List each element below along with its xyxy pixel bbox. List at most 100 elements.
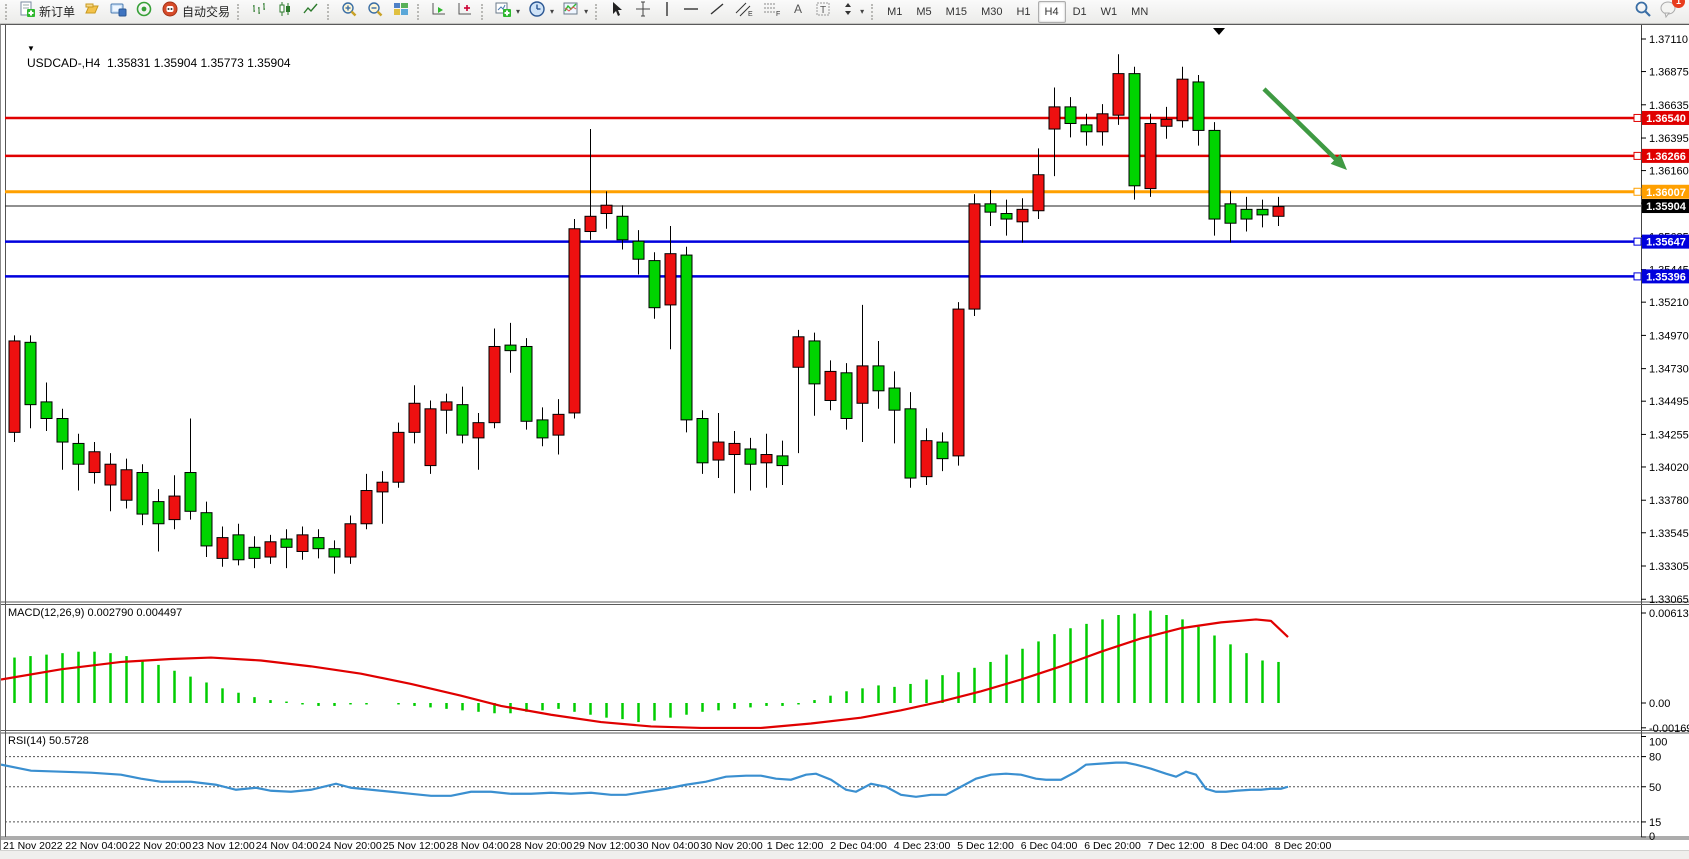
tile-windows-icon: [392, 0, 410, 23]
candlestick-chart-button[interactable]: [272, 0, 298, 24]
tile-windows-button[interactable]: [388, 0, 414, 24]
candles-group: [8, 54, 1285, 574]
trend-arrow-annotation[interactable]: [1262, 87, 1347, 170]
chart-shift-icon: [456, 0, 474, 23]
periods-button[interactable]: ▾: [524, 0, 558, 24]
svg-text:1.36875: 1.36875: [1649, 67, 1689, 79]
svg-text:1.33305: 1.33305: [1649, 561, 1689, 573]
svg-text:1.35904: 1.35904: [1646, 201, 1687, 213]
svg-text:E: E: [748, 11, 753, 18]
svg-text:1.36160: 1.36160: [1649, 166, 1689, 178]
timeframe-d1[interactable]: D1: [1072, 5, 1087, 18]
auto-scroll-button[interactable]: [426, 0, 452, 24]
svg-text:8 Dec 20:00: 8 Dec 20:00: [1275, 840, 1332, 851]
notifications-button[interactable]: 1: [1659, 0, 1685, 24]
toolbar-grip: [327, 3, 333, 20]
svg-text:F: F: [776, 11, 780, 18]
signals-button[interactable]: [131, 0, 157, 24]
svg-text:1.36540: 1.36540: [1646, 113, 1686, 125]
chevron-down-icon: ▾: [860, 7, 865, 16]
chevron-down-icon: ▾: [584, 7, 589, 16]
crosshair-icon: [634, 0, 652, 23]
svg-text:0.006139: 0.006139: [1649, 608, 1689, 620]
svg-text:1.34255: 1.34255: [1649, 429, 1689, 441]
market-watch-button[interactable]: [105, 0, 131, 24]
timeframe-mn[interactable]: MN: [1131, 5, 1149, 18]
svg-text:-0.001692: -0.001692: [1649, 723, 1689, 735]
zoom-out-button[interactable]: [362, 0, 388, 24]
svg-text:1.33780: 1.33780: [1649, 495, 1689, 507]
new-order-label: 新订单: [39, 5, 76, 19]
search-icon[interactable]: [1633, 0, 1653, 24]
text-label-button[interactable]: T: [810, 0, 836, 24]
price-axis: 1.37110 1.36875 1.36635 1.36395 1.36160 1.359…: [1633, 34, 1689, 843]
toolbar-grip: [417, 3, 423, 20]
vertical-line-button[interactable]: [656, 0, 678, 24]
toolbar-right-zone: 1: [1633, 0, 1687, 24]
line-chart-button[interactable]: [298, 0, 324, 24]
chart-canvas[interactable]: 1.37110 1.36875 1.36635 1.36395 1.36160 1.359…: [1, 25, 1689, 851]
profiles-button[interactable]: [79, 0, 105, 24]
text-button[interactable]: A: [786, 0, 810, 24]
svg-text:8 Dec 04:00: 8 Dec 04:00: [1211, 840, 1268, 851]
svg-text:24 Nov 04:00: 24 Nov 04:00: [256, 840, 319, 851]
trendline-button[interactable]: [704, 0, 730, 24]
chart-shift-marker[interactable]: [1213, 28, 1225, 35]
autotrading-button[interactable]: 自动交易: [157, 0, 234, 24]
timeframe-h4[interactable]: H4: [1037, 0, 1066, 23]
svg-text:0.00: 0.00: [1649, 698, 1670, 710]
crosshair-button[interactable]: [630, 0, 656, 24]
auto-scroll-icon: [430, 0, 448, 23]
toolbar-grip: [481, 3, 487, 20]
horizontal-line-button[interactable]: [678, 0, 704, 24]
equidistant-channel-button[interactable]: E: [730, 0, 758, 24]
svg-text:24 Nov 20:00: 24 Nov 20:00: [319, 840, 382, 851]
bar-chart-button[interactable]: [246, 0, 272, 24]
indicators-button[interactable]: ▾: [558, 0, 592, 24]
autotrading-icon: [161, 0, 179, 23]
new-chart-button[interactable]: ▾: [490, 0, 524, 24]
cursor-button[interactable]: [604, 0, 630, 24]
chart-shift-button[interactable]: [452, 0, 478, 24]
text-label-icon: T: [814, 0, 832, 23]
equidistant-channel-icon: E: [734, 0, 754, 23]
timeframe-h1[interactable]: H1: [1016, 5, 1031, 18]
svg-text:1.35396: 1.35396: [1646, 271, 1686, 283]
main-toolbar: 新订单 自动交易: [0, 0, 1689, 24]
svg-text:1.34730: 1.34730: [1649, 364, 1689, 376]
arrows-button[interactable]: ▾: [836, 0, 868, 24]
svg-text:1.33545: 1.33545: [1649, 528, 1689, 540]
trendline-icon: [708, 0, 726, 23]
timeframe-m1[interactable]: M1: [887, 5, 903, 18]
macd-indicator-label: MACD(12,26,9) 0.002790 0.004497: [8, 607, 183, 619]
new-order-button[interactable]: 新订单: [14, 0, 79, 24]
symbol-dropdown-icon[interactable]: ▼: [27, 44, 35, 53]
svg-text:1.36266: 1.36266: [1646, 151, 1686, 163]
time-axis: 21 Nov 2022 22 Nov 04:00 22 Nov 20:00 23 No…: [3, 840, 1331, 851]
svg-text:22 Nov 20:00: 22 Nov 20:00: [129, 840, 192, 851]
svg-text:1.36007: 1.36007: [1646, 187, 1686, 199]
profiles-icon: [83, 0, 101, 23]
svg-text:1.35210: 1.35210: [1649, 297, 1689, 309]
zoom-in-button[interactable]: [336, 0, 362, 24]
indicators-icon: [562, 0, 580, 23]
timeframe-m30[interactable]: M30: [981, 5, 1003, 18]
autotrading-label: 自动交易: [182, 5, 231, 19]
zoom-out-icon: [366, 0, 384, 23]
symbol-ohlc-text: USDCAD-,H4 1.35831 1.35904 1.35773 1.359…: [27, 56, 291, 70]
svg-text:1.36635: 1.36635: [1649, 100, 1689, 112]
fibonacci-button[interactable]: F: [758, 0, 786, 24]
svg-text:1.36395: 1.36395: [1649, 133, 1689, 145]
symbol-ohlc-header: ▼ USDCAD-,H4 1.35831 1.35904 1.35773 1.3…: [7, 28, 291, 84]
timeframe-w1[interactable]: W1: [1100, 5, 1118, 18]
toolbar-grip: [237, 3, 243, 20]
chart-window[interactable]: 1.37110 1.36875 1.36635 1.36395 1.36160 1.359…: [0, 24, 1689, 851]
svg-text:1.37110: 1.37110: [1649, 34, 1688, 46]
timeframe-m15[interactable]: M15: [945, 5, 968, 18]
timeframe-m5[interactable]: M5: [916, 5, 932, 18]
fibonacci-icon: F: [762, 0, 782, 23]
status-bar: [0, 850, 1689, 859]
horizontal-level-lines[interactable]: [5, 116, 1641, 278]
svg-text:6 Dec 20:00: 6 Dec 20:00: [1084, 840, 1141, 851]
bar-chart-icon: [250, 0, 268, 23]
